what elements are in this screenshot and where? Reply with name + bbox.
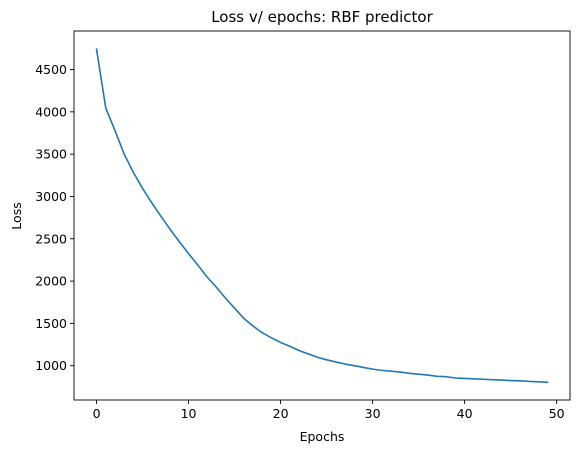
y-tick-label: 4500: [35, 62, 67, 77]
x-tick-label: 0: [93, 406, 101, 421]
plot-area: [73, 30, 571, 401]
x-axis: 0 10 20 30 40 50: [93, 400, 565, 421]
y-tick-label: 2500: [35, 231, 67, 246]
y-axis-label: Loss: [9, 202, 24, 229]
chart-title: Loss v/ epochs: RBF predictor: [211, 8, 433, 26]
y-tick-label: 2000: [35, 274, 67, 289]
y-axis: 1000 1500 2000 2500 3000 3500 4000 4500: [35, 62, 74, 373]
y-tick-label: 1500: [35, 316, 67, 331]
x-tick-label: 10: [181, 406, 197, 421]
y-tick-label: 3500: [35, 147, 67, 162]
x-tick-label: 40: [457, 406, 473, 421]
x-tick-label: 30: [365, 406, 381, 421]
plot-frame: [73, 30, 571, 401]
x-tick-label: 50: [549, 406, 565, 421]
x-tick-label: 20: [273, 406, 289, 421]
y-tick-label: 3000: [35, 189, 67, 204]
series-line-0: [95, 48, 549, 384]
y-tick-label: 1000: [35, 358, 67, 373]
x-axis-label: Epochs: [300, 429, 345, 444]
y-tick-label: 4000: [35, 104, 67, 119]
